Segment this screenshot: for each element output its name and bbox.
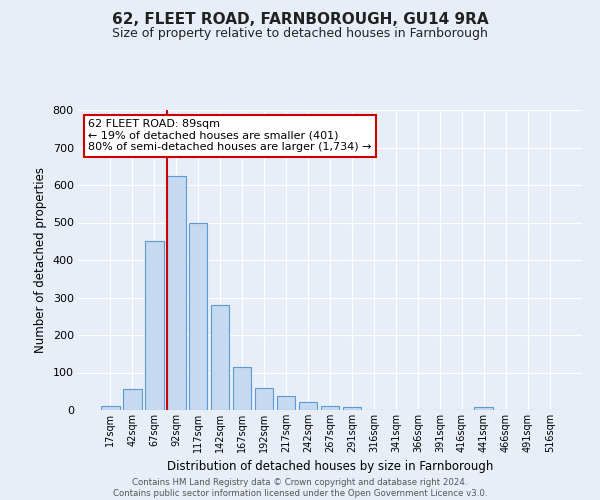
Bar (145, 242, 164, 410)
Bar (189, 222, 208, 410)
Bar (101, 406, 119, 410)
Bar (475, 407, 493, 410)
Text: Size of property relative to detached houses in Farnborough: Size of property relative to detached ho… (112, 28, 488, 40)
Bar (320, 406, 340, 410)
Bar (277, 396, 295, 410)
Text: Contains HM Land Registry data © Crown copyright and database right 2024.
Contai: Contains HM Land Registry data © Crown c… (113, 478, 487, 498)
Bar (299, 402, 317, 410)
Bar (123, 390, 142, 410)
Bar (343, 407, 361, 410)
Bar (211, 305, 229, 410)
Text: 62, FLEET ROAD, FARNBOROUGH, GU14 9RA: 62, FLEET ROAD, FARNBOROUGH, GU14 9RA (112, 12, 488, 28)
Text: 62 FLEET ROAD: 89sqm
← 19% of detached houses are smaller (401)
80% of semi-deta: 62 FLEET ROAD: 89sqm ← 19% of detached h… (88, 119, 371, 152)
Bar (233, 367, 251, 410)
Bar (167, 176, 185, 410)
Y-axis label: Number of detached properties: Number of detached properties (34, 167, 47, 353)
X-axis label: Distribution of detached houses by size in Farnborough: Distribution of detached houses by size … (167, 460, 493, 473)
Bar (255, 388, 274, 410)
